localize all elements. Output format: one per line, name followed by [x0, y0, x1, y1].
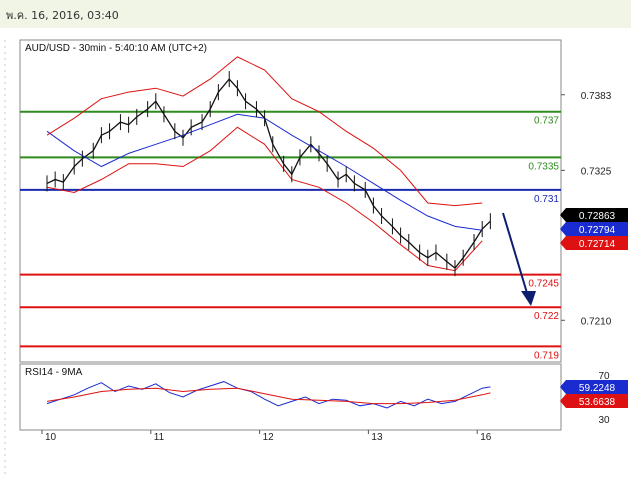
price-series: [46, 56, 491, 277]
level-label-2: 0.731: [534, 194, 559, 205]
rsi-panel: [19, 363, 562, 431]
x-tick-label-1: 11: [154, 432, 165, 443]
price-tags: 0.72863 0.72794 0.72714 59.2248 53.6638: [560, 208, 628, 408]
support-resistance-levels: 0.737 0.7335 0.731 0.7245 0.722 0.719: [20, 110, 561, 361]
date-bar: พ.ค. 16, 2016, 03:40: [0, 0, 631, 28]
rsi-line-1: [46, 387, 491, 405]
rsi-tag-pointer-0: [560, 380, 566, 394]
series-line-0: [46, 78, 491, 270]
rsi-tag-label-1: 53.6638: [579, 397, 616, 408]
price-tag-label-0: 0.72863: [579, 211, 616, 222]
rsi-tag-box-1: [566, 394, 628, 408]
series-line-2: [46, 56, 483, 207]
level-label-0: 0.737: [534, 116, 559, 127]
rsi-title: RSI14 - 9MA: [25, 367, 83, 378]
y-tick-label-2: 0.7210: [581, 316, 612, 327]
level-label-5: 0.719: [534, 350, 559, 361]
axis-ticks: 0.7383 0.7325 0.7210 70 30 10 11 12 13 16: [41, 91, 612, 443]
rsi-tag-box-0: [566, 380, 628, 394]
price-tag-label-1: 0.72794: [579, 225, 616, 236]
rsi-tag-label-0: 59.2248: [579, 383, 616, 394]
y-tick-label-1: 0.7325: [581, 166, 612, 177]
series-line-3: [46, 126, 483, 272]
forecast-arrow: [502, 212, 536, 306]
date-text: พ.ค. 16, 2016, 03:40: [6, 9, 119, 22]
price-tag-box-2: [566, 236, 628, 250]
level-label-3: 0.7245: [528, 279, 559, 290]
rsi-tick-label-1: 30: [598, 415, 610, 426]
price-tag-pointer-0: [560, 208, 566, 222]
price-tag-pointer-2: [560, 236, 566, 250]
price-tag-label-2: 0.72714: [579, 239, 616, 250]
level-label-4: 0.722: [534, 311, 559, 322]
price-panel: [19, 39, 562, 363]
rsi-series: [46, 381, 491, 409]
x-tick-label-2: 12: [263, 432, 275, 443]
level-label-1: 0.7335: [528, 161, 559, 172]
rsi-tick-label-0: 70: [598, 371, 610, 382]
x-tick-label-4: 16: [480, 432, 492, 443]
x-tick-label-0: 10: [45, 432, 57, 443]
price-tag-box-1: [566, 222, 628, 236]
price-tag-pointer-1: [560, 222, 566, 236]
y-tick-label-0: 0.7383: [581, 91, 612, 102]
price-tag-box-0: [566, 208, 628, 222]
chart-title: AUD/USD - 30min - 5:40:10 AM (UTC+2): [25, 43, 207, 54]
x-tick-label-3: 13: [371, 432, 383, 443]
rsi-tag-pointer-1: [560, 394, 566, 408]
